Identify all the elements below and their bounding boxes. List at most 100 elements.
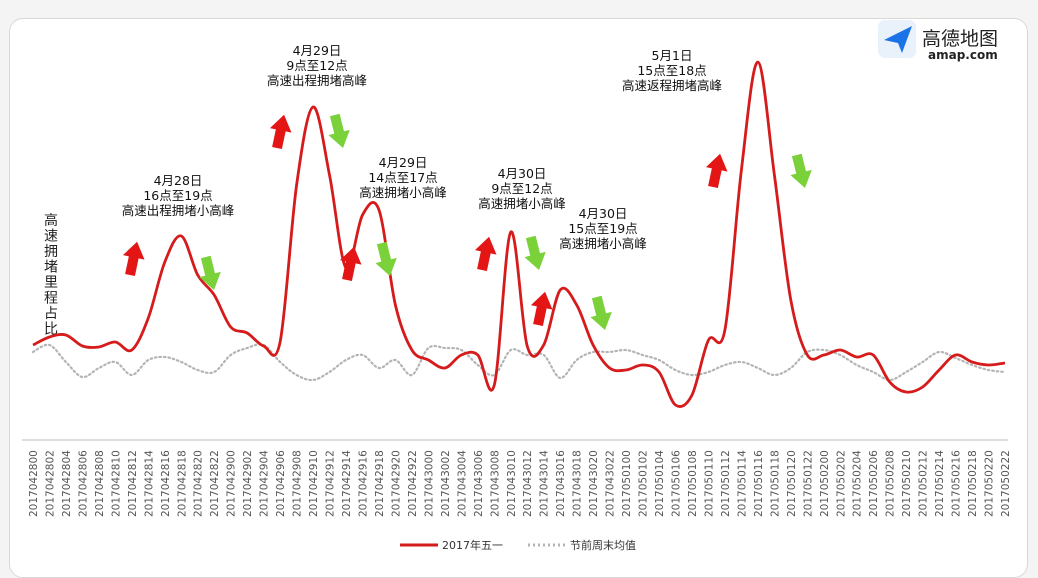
annotation-line: 高速出程拥堵高峰	[267, 73, 368, 88]
arrow-up-icon	[530, 291, 553, 327]
arrow-up-icon	[474, 236, 497, 272]
legend-label-2017: 2017年五一	[442, 538, 503, 551]
x-tick-label: 2017050200	[819, 450, 831, 517]
annotation-line: 高速返程拥堵高峰	[622, 78, 723, 93]
x-tick-label: 2017043016	[555, 450, 567, 517]
x-tick-label: 2017050100	[621, 450, 633, 517]
annotation-line: 9点至12点	[286, 58, 347, 73]
x-tick-label: 2017043008	[489, 450, 501, 517]
annotation-line: 4月30日	[498, 166, 547, 181]
x-tick-label: 2017042822	[209, 450, 221, 517]
x-tick-label: 2017050120	[786, 450, 798, 517]
x-tick-label: 2017043002	[440, 450, 452, 517]
x-tick-label: 2017043014	[539, 450, 551, 517]
x-tick-label: 2017043012	[522, 450, 534, 517]
arrow-up-icon	[705, 153, 728, 189]
x-tick-label: 2017042904	[259, 450, 271, 517]
arrow-down-icon	[590, 295, 612, 330]
x-tick-label: 2017042808	[94, 450, 106, 517]
x-tick-label: 2017042922	[407, 450, 419, 517]
x-tick-label: 2017042908	[292, 450, 304, 517]
annotation-line: 4月28日	[154, 173, 203, 188]
amap-logo: 高德地图 amap.com	[878, 20, 998, 62]
legend: 2017年五一 节前周末均值	[400, 538, 636, 551]
x-tick-label: 2017043004	[456, 450, 468, 517]
legend-label-baseline: 节前周末均值	[570, 538, 636, 551]
x-tick-label: 2017050212	[918, 450, 930, 517]
x-tick-label: 2017043000	[423, 450, 435, 517]
x-tick-label: 2017043022	[605, 450, 617, 517]
y-label-char: 速	[44, 229, 58, 245]
annotation-line: 14点至17点	[368, 170, 437, 185]
x-tick-label: 2017042814	[143, 450, 155, 517]
x-tick-label: 2017042802	[45, 450, 57, 517]
annotation-line: 15点至19点	[568, 221, 637, 236]
chart-card	[9, 18, 1028, 578]
y-label-char: 拥	[44, 244, 58, 260]
x-tick-label: 2017050116	[753, 450, 765, 517]
x-tick-label: 2017042916	[358, 450, 370, 517]
arrow-down-icon	[790, 153, 812, 188]
x-tick-label: 2017050204	[852, 450, 864, 517]
x-tick-label: 2017050108	[687, 450, 699, 517]
series-line-baseline	[31, 343, 1007, 382]
arrow-up-icon	[122, 241, 145, 277]
annotation-line: 15点至18点	[637, 63, 706, 78]
x-tick-label: 2017050202	[835, 450, 847, 517]
x-tick-label: 2017043006	[473, 450, 485, 517]
x-tick-label: 2017042902	[242, 450, 254, 517]
annotation-line: 9点至12点	[491, 181, 552, 196]
x-tick-label: 2017043018	[572, 450, 584, 517]
x-tick-label: 2017042906	[275, 450, 287, 517]
x-tick-label: 2017050122	[802, 450, 814, 517]
arrow-down-icon	[375, 241, 397, 276]
x-tick-label: 2017050206	[868, 450, 880, 517]
annotation-line: 4月29日	[293, 43, 342, 58]
x-tick-label: 2017050210	[901, 450, 913, 517]
y-label-char: 程	[44, 291, 58, 307]
y-label-char: 里	[44, 275, 58, 291]
x-tick-label: 2017043020	[588, 450, 600, 517]
x-tick-label: 2017050112	[720, 450, 732, 517]
paper-plane-icon	[884, 26, 912, 53]
logo-name-en: amap.com	[928, 48, 998, 62]
arrow-up-icon	[269, 114, 292, 150]
x-tick-label: 2017050118	[769, 450, 781, 517]
x-tick-label: 2017050102	[638, 450, 650, 517]
x-tick-label: 2017042806	[77, 450, 89, 517]
logo-name-cn: 高德地图	[922, 28, 998, 50]
x-tick-label: 2017050104	[654, 450, 666, 517]
x-tick-label: 2017042918	[374, 450, 386, 517]
x-tick-label: 2017050106	[671, 450, 683, 517]
x-tick-label: 2017042920	[390, 450, 402, 517]
arrow-down-icon	[524, 235, 546, 270]
x-tick-label: 2017043010	[506, 450, 518, 517]
y-label-char: 占	[44, 306, 58, 322]
x-tick-label: 2017042820	[193, 450, 205, 517]
y-label-char: 比	[44, 322, 58, 338]
x-tick-label: 2017050220	[984, 450, 996, 517]
annotation-line: 高速拥堵小高峰	[559, 236, 647, 251]
x-tick-label: 2017042810	[110, 450, 122, 517]
x-tick-label: 2017042800	[28, 450, 40, 517]
arrow-down-icon	[199, 255, 221, 290]
x-tick-label: 2017042818	[176, 450, 188, 517]
x-tick-label: 2017050214	[934, 450, 946, 517]
x-tick-label: 2017042910	[308, 450, 320, 517]
x-tick-label: 2017050218	[967, 450, 979, 517]
series-line-2017	[32, 60, 1006, 408]
annotation-line: 4月30日	[579, 206, 628, 221]
arrow-up-icon	[339, 246, 362, 282]
arrow-down-icon	[328, 113, 350, 148]
x-tick-label: 2017042816	[160, 450, 172, 517]
annotation-line: 高速拥堵小高峰	[359, 185, 447, 200]
x-tick-label: 2017050114	[736, 450, 748, 517]
x-tick-label: 2017042914	[341, 450, 353, 517]
x-tick-label: 2017050216	[951, 450, 963, 517]
annotation-line: 5月1日	[652, 48, 693, 63]
x-tick-label: 2017042812	[127, 450, 139, 517]
x-tick-label: 2017042912	[325, 450, 337, 517]
x-tick-label: 2017042804	[61, 450, 73, 517]
